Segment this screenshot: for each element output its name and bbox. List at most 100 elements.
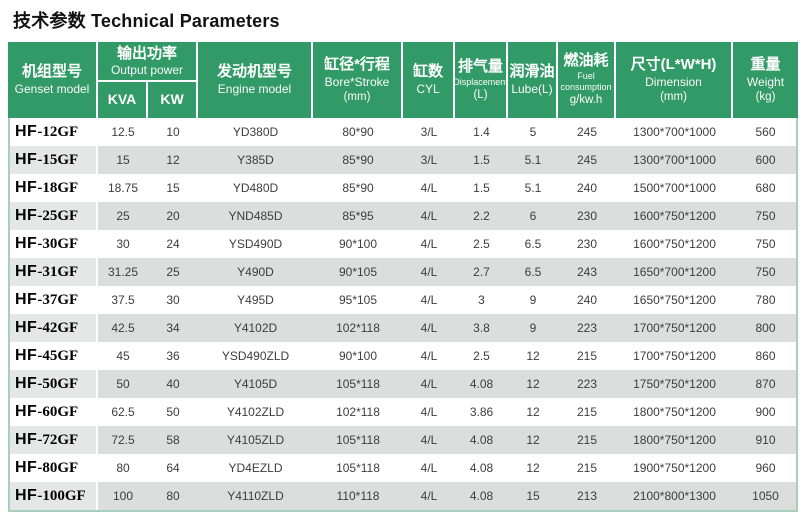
genset-model-cell: HF -45GF: [8, 342, 98, 370]
lube-cell: 5.1: [508, 146, 558, 174]
cyl-cell: 4/L: [403, 314, 455, 342]
genset-model-suffix: -60GF: [37, 403, 79, 420]
engine-model-cell: Y490D: [198, 258, 313, 286]
genset-model-cell: HF -12GF: [8, 118, 98, 146]
table-row: HF -42GF 42.5 34 Y4102D 102*118 4/L 3.8 9…: [8, 314, 798, 342]
lube-cell: 6.5: [508, 258, 558, 286]
bore-stroke-cell: 105*118: [313, 426, 403, 454]
header-weight-en: Weight: [746, 74, 785, 89]
header-genset-model: 机组型号 Genset model: [8, 42, 98, 118]
engine-model-cell: YSD490D: [228, 237, 283, 251]
displacement-cell: 2.7: [455, 258, 508, 286]
weight-cell: 910: [733, 426, 798, 454]
genset-model-cell: HF -72GF: [8, 426, 98, 454]
cyl-cell: 4/L: [403, 426, 455, 454]
fuel-consumption-cell: 245: [558, 146, 616, 174]
bore-stroke-cell: 110*118: [313, 482, 403, 510]
genset-model-suffix: -15GF: [37, 151, 79, 168]
table-row: HF -80GF 80 64 YD4EZLD 105*118 4/L 4.08 1…: [8, 454, 798, 482]
weight-cell: 860: [755, 349, 776, 363]
lube-cell: 12: [526, 405, 540, 419]
bore-stroke-cell: 85*95: [313, 202, 403, 230]
cyl-cell: 4/L: [420, 237, 438, 251]
fuel-consumption-cell: 223: [558, 314, 616, 342]
bore-stroke-cell: 85*90: [342, 181, 374, 195]
genset-model-suffix: -30GF: [37, 235, 79, 252]
kva-cell: 31.25: [98, 258, 148, 286]
table-row: HF -45GF 45 36 YSD490ZLD 90*100 4/L 2.5 1…: [8, 342, 798, 370]
engine-model-cell: Y4110ZLD: [198, 482, 313, 510]
dimension-cell: 1750*750*1200: [616, 370, 733, 398]
genset-model-suffix: -31GF: [37, 263, 79, 280]
kva-cell: 62.5: [111, 405, 135, 419]
genset-model-cell: HF -42GF: [8, 314, 98, 342]
genset-model-prefix: HF: [15, 487, 38, 504]
dimension-cell: 1500*700*1000: [633, 181, 716, 195]
kva-cell: 37.5: [111, 293, 135, 307]
cyl-cell: 4/L: [403, 202, 455, 230]
cyl-cell: 4/L: [420, 405, 438, 419]
genset-model-prefix: HF: [15, 431, 38, 448]
lube-cell: 12: [526, 349, 540, 363]
genset-model-prefix: HF: [15, 263, 38, 280]
header-output-power-en: Output power: [110, 62, 184, 77]
fuel-consumption-cell: 230: [558, 202, 616, 230]
header-output-power: 输出功率 Output power KVA KW: [98, 42, 198, 118]
header-cyl-zh: 缸数: [412, 63, 443, 81]
genset-model-suffix: -100GF: [37, 487, 86, 504]
cyl-cell: 3/L: [403, 146, 455, 174]
dimension-cell: 1800*750*1200: [616, 426, 733, 454]
header-engine-model: 发动机型号 Engine model: [198, 42, 313, 118]
genset-model-prefix: HF: [15, 123, 38, 140]
fuel-consumption-cell: 215: [576, 405, 598, 419]
kva-cell: 72.5: [98, 426, 148, 454]
displacement-cell: 2.2: [455, 202, 508, 230]
kw-cell: 15: [166, 181, 180, 195]
table-row: HF -37GF 37.5 30 Y495D 95*105 4/L 3 9 240…: [8, 286, 798, 314]
bore-stroke-cell: 105*118: [313, 370, 403, 398]
header-displacement-unit: (L): [473, 88, 488, 101]
engine-model-cell: Y4102D: [198, 314, 313, 342]
lube-cell: 9: [529, 293, 537, 307]
genset-model-cell: HF -15GF: [8, 146, 98, 174]
table-row: HF -12GF 12.5 10 YD380D 80*90 3/L 1.4 5 2…: [8, 118, 798, 146]
header-engine-model-en: Engine model: [217, 81, 292, 96]
table-row: HF -18GF 18.75 15 YD480D 85*90 4/L 1.5 5.…: [8, 174, 798, 202]
kw-cell: 50: [166, 405, 180, 419]
fuel-consumption-cell: 245: [576, 125, 598, 139]
kva-cell: 25: [98, 202, 148, 230]
kw-cell: 20: [148, 202, 198, 230]
genset-model-cell: HF -50GF: [8, 370, 98, 398]
header-displacement: 排气量 Displacement (L): [453, 42, 508, 118]
genset-model-suffix: -72GF: [37, 431, 79, 448]
kw-cell: 25: [148, 258, 198, 286]
displacement-cell: 4.08: [455, 370, 508, 398]
fuel-consumption-cell: 230: [576, 237, 598, 251]
header-weight-unit: (kg): [755, 90, 776, 103]
header-kva: KVA: [98, 82, 148, 118]
cyl-cell: 4/L: [420, 461, 438, 475]
header-cyl-en: CYL: [416, 81, 440, 96]
kva-cell: 15: [98, 146, 148, 174]
kw-cell: 34: [148, 314, 198, 342]
fuel-consumption-cell: 243: [558, 258, 616, 286]
header-dimension: 尺寸(L*W*H) Dimension (mm): [616, 42, 733, 118]
dimension-cell: 2100*800*1300: [616, 482, 733, 510]
header-dimension-zh: 尺寸(L*W*H): [630, 55, 717, 73]
weight-cell: 750: [755, 237, 776, 251]
page-title: 技术参数 Technical Parameters: [13, 11, 280, 31]
displacement-cell: 4.08: [455, 482, 508, 510]
genset-model-cell: HF -30GF: [8, 230, 98, 258]
lube-cell: 12: [508, 370, 558, 398]
cyl-cell: 4/L: [420, 181, 438, 195]
header-output-power-units: KVA KW: [98, 82, 196, 118]
kw-cell: 24: [166, 237, 180, 251]
weight-cell: 1050: [733, 482, 798, 510]
kw-cell: 10: [166, 125, 180, 139]
bore-stroke-cell: 105*118: [336, 461, 380, 475]
genset-model-prefix: HF: [15, 291, 38, 308]
header-bore-stroke-en: Bore*Stroke: [324, 74, 390, 89]
genset-model-cell: HF -18GF: [8, 174, 98, 202]
kw-cell: 64: [166, 461, 180, 475]
table-border-left: [8, 118, 10, 510]
